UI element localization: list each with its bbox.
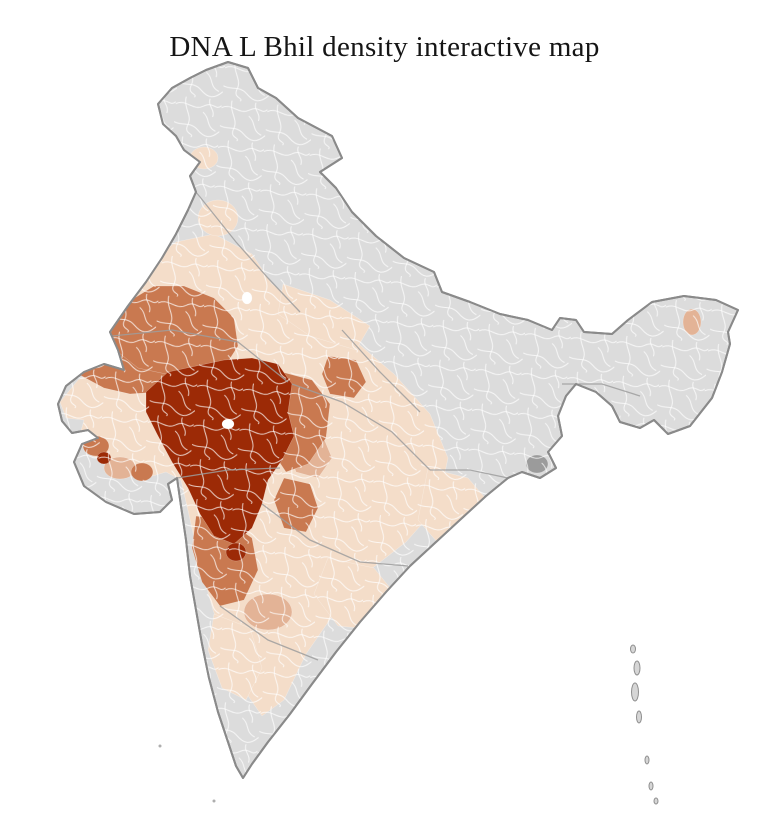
andaman-islands[interactable] [630, 644, 659, 805]
page-title: DNA L Bhil density interactive map [169, 31, 600, 64]
lakshadweep-islands [158, 744, 216, 803]
